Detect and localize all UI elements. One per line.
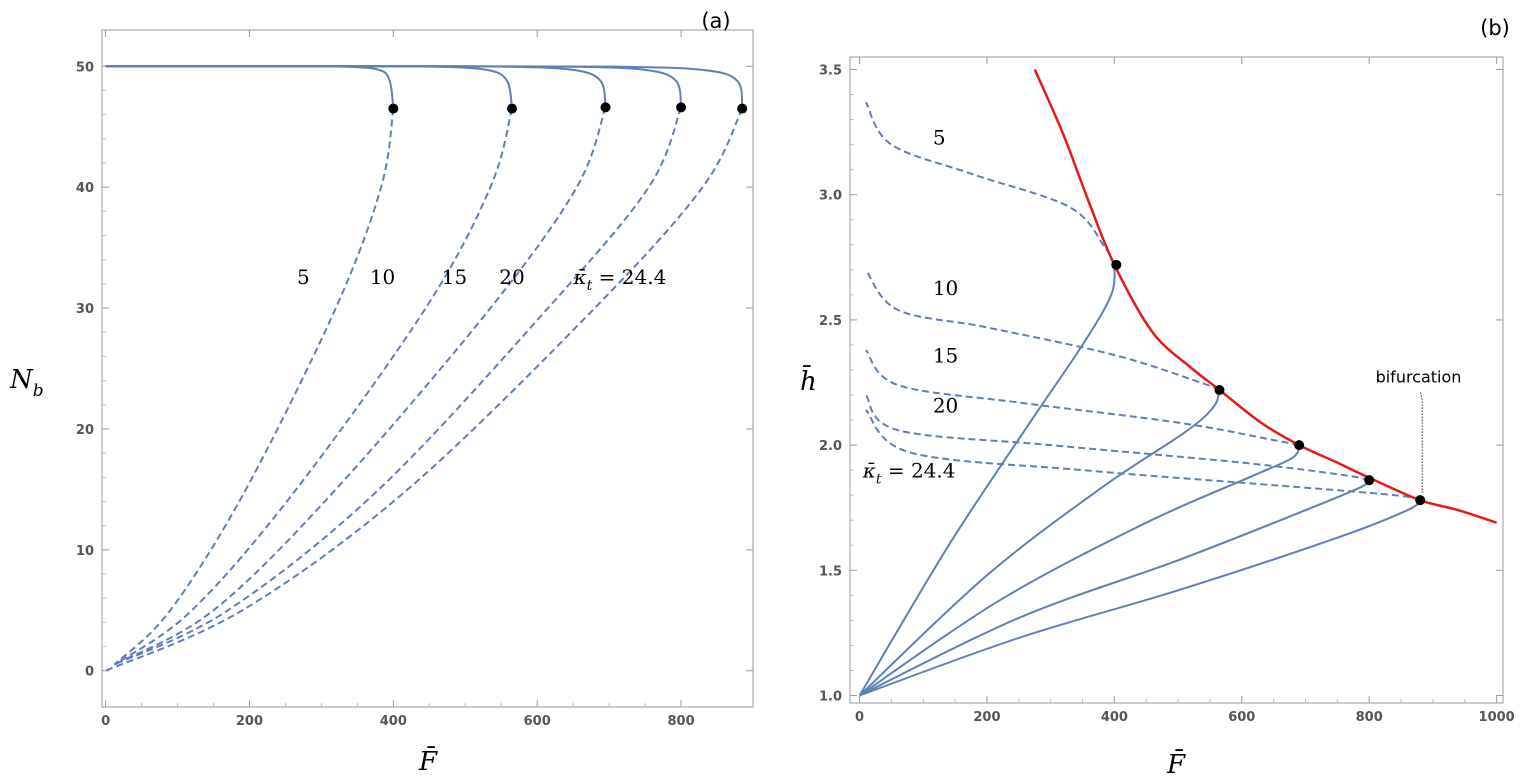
curve-label-b: 10: [933, 276, 958, 300]
y-tick-label: 3.5: [819, 64, 842, 79]
y-axis-title-a: Nb: [9, 365, 44, 401]
kappa-subscript: t: [587, 278, 593, 294]
x-tick-label: 800: [667, 714, 694, 729]
y-tick-label: 50: [76, 60, 94, 75]
envelope-b: [1033, 69, 1497, 524]
y-tick-label: 2.0: [819, 439, 842, 454]
bifurcation-annotation: bifurcation: [1376, 368, 1462, 495]
stable-branch-15: [859, 444, 1301, 697]
x-tick-label: 600: [524, 714, 551, 729]
panel-label-b: (b): [1480, 16, 1510, 40]
curve-label-a: 15: [442, 265, 467, 289]
curve-label-b: 15: [933, 343, 958, 367]
bifurcation-point-20: [1364, 475, 1375, 486]
stable-branch-5: [105, 65, 395, 109]
stable-branch-15: [105, 65, 607, 108]
panel-b: 0 200 400 600 800 1000 1.0 1.5 2.0 2.5 3.0 3.5 5 10 1…: [800, 16, 1515, 780]
unstable-branch-20: [113, 107, 683, 666]
y-axis-title-b: h̄: [800, 364, 817, 397]
stable-branch-5: [858, 264, 1116, 697]
curves-a: [105, 65, 744, 672]
x-tick-label: 400: [1101, 710, 1128, 725]
x-tick-label: 800: [1356, 710, 1383, 725]
x-tick-label: 1000: [1479, 710, 1515, 725]
y-axis-title-a-main: N: [9, 365, 34, 395]
x-tick-label: 0: [101, 714, 110, 729]
bifurcation-point-15: [1294, 440, 1305, 451]
unstable-branch-20: [865, 394, 1370, 482]
panel-a: 0 200 400 600 800 0 10 20 30 40 50 5 10 15 20 κ̄t = 24…: [9, 9, 754, 777]
kappa-label-b: κ̄t = 24.4: [862, 459, 956, 488]
curve-labels-a: 5 10 15 20 κ̄t = 24.4: [297, 265, 666, 294]
bifurcation-point-24.4: [1415, 495, 1426, 506]
y-tick-label: 2.5: [819, 314, 842, 329]
bifurcation-label: bifurcation: [1376, 368, 1462, 387]
curve-label-a: 5: [297, 265, 310, 289]
x-axis-title-a: F̄: [418, 745, 438, 777]
plot-frame-a: [101, 29, 754, 708]
kappa-symbol: κ̄: [573, 265, 587, 289]
curve-labels-b: 5 10 15 20 κ̄t = 24.4: [862, 126, 959, 488]
y-tick-label: 40: [76, 181, 94, 196]
y-tick-label: 3.0: [819, 189, 842, 204]
curve-label-a: 10: [370, 265, 395, 289]
x-tick-label: 0: [855, 710, 864, 725]
bifurcation-point-10: [1214, 385, 1225, 396]
curve-label-a: 20: [499, 265, 524, 289]
stable-branch-20: [859, 479, 1370, 697]
stable-branch-10: [105, 65, 513, 109]
bifurcation-points-b: [1111, 259, 1426, 506]
stable-branch-10: [858, 389, 1221, 697]
unstable-branch-15: [865, 349, 1300, 447]
x-tick-label: 200: [236, 714, 263, 729]
unstable-branch-10: [865, 269, 1220, 391]
y-axis-title-a-sub: b: [33, 381, 44, 401]
unstable-branch-15: [113, 107, 607, 666]
unstable-branch-5: [865, 101, 1116, 266]
y-tick-label: 10: [76, 544, 94, 559]
y-tick-label: 1.0: [819, 689, 842, 704]
plot-frame-b: [849, 56, 1504, 704]
kappa-label-a: κ̄t = 24.4: [573, 265, 667, 294]
bifurcation-leader-line: [1420, 392, 1423, 495]
kappa-value: = 24.4: [882, 459, 956, 483]
bifurcation-point-20: [676, 102, 687, 113]
bifurcation-point-24.4: [737, 103, 748, 114]
curve-label-b: 5: [933, 126, 946, 150]
unstable-branch-24.4: [865, 409, 1421, 502]
bifurcation-point-15: [600, 102, 611, 113]
kappa-value: = 24.4: [592, 265, 666, 289]
x-axis-title-b: F̄: [1166, 748, 1186, 780]
curves-b: [858, 101, 1421, 697]
ticks-b: 0 200 400 600 800 1000 1.0 1.5 2.0 2.5 3.0 3.5: [819, 57, 1515, 725]
kappa-subscript: t: [876, 472, 882, 488]
y-tick-label: 1.5: [819, 564, 842, 579]
bifurcation-point-10: [507, 103, 518, 114]
stable-branch-24.4: [105, 65, 744, 109]
unstable-branch-10: [113, 108, 513, 666]
stable-branch-24.4: [859, 499, 1421, 697]
x-tick-label: 600: [1228, 710, 1255, 725]
x-tick-label: 400: [380, 714, 407, 729]
unstable-branch-24.4: [105, 108, 744, 672]
bifurcation-point-5: [1111, 259, 1122, 270]
curve-label-b: 20: [933, 394, 958, 418]
bifurcation-point-5: [388, 103, 399, 114]
y-tick-label: 0: [85, 665, 94, 680]
ticks-a: 0 200 400 600 800 0 10 20 30 40 50: [76, 30, 753, 729]
envelope-curve: [1033, 69, 1497, 524]
y-tick-label: 30: [76, 302, 94, 317]
bifurcation-points-a: [388, 102, 748, 114]
panel-label-a: (a): [701, 9, 730, 33]
kappa-symbol: κ̄: [862, 459, 876, 483]
y-tick-label: 20: [76, 423, 94, 438]
unstable-branch-5: [113, 108, 395, 666]
x-tick-label: 200: [973, 710, 1000, 725]
